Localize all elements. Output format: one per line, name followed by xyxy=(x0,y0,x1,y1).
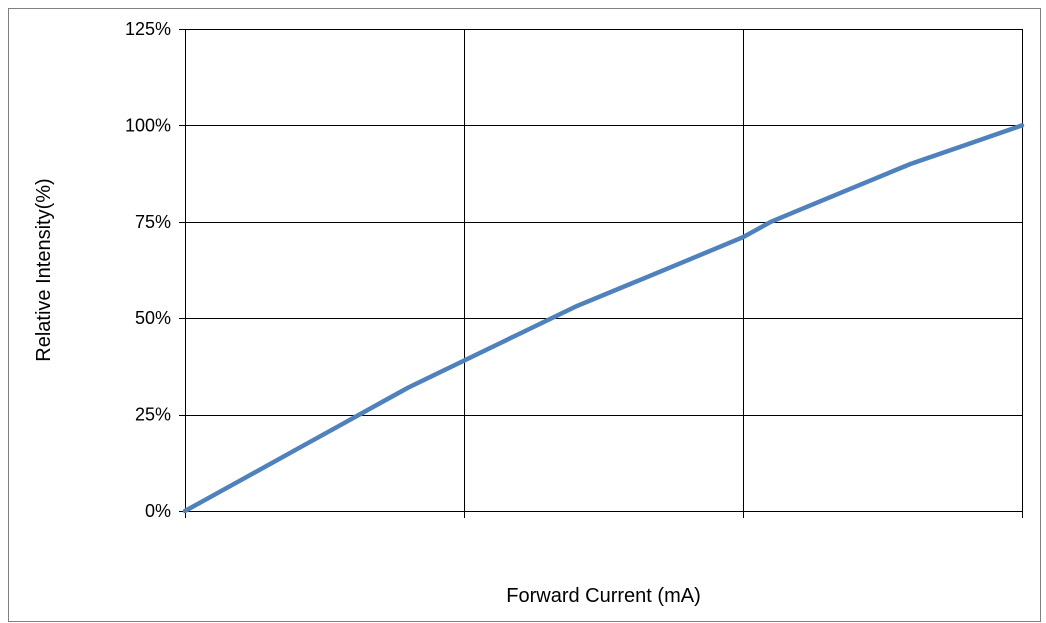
y-tick-label: 75% xyxy=(135,212,171,232)
y-tick-labels: 0% 25% 50% 75% 100% 125% xyxy=(125,19,171,521)
y-tick-label: 50% xyxy=(135,308,171,328)
axes xyxy=(179,29,1023,518)
series-line xyxy=(182,123,1025,514)
chart-border xyxy=(8,8,1041,622)
y-tick-label: 100% xyxy=(125,115,171,135)
y-tick-label: 0% xyxy=(145,501,171,521)
y-axis-title: Relative Intensity(%) xyxy=(33,178,55,361)
x-axis-title: Forward Current (mA) xyxy=(506,585,700,607)
series-lines xyxy=(182,123,1025,514)
y-tick-label: 25% xyxy=(135,405,171,425)
y-tick-label: 125% xyxy=(125,19,171,39)
grid-lines xyxy=(185,29,1023,511)
